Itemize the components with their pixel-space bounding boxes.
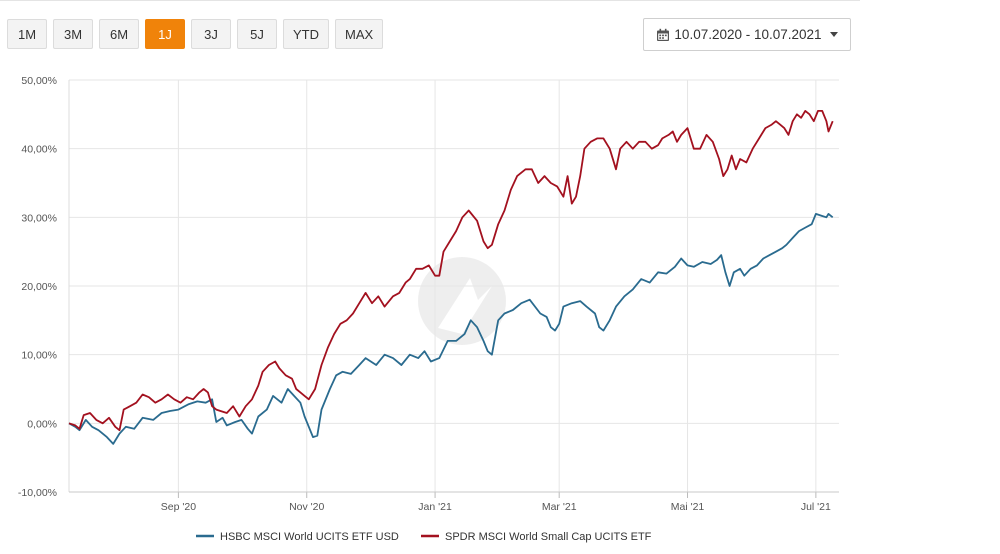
range-button-3m[interactable]: 3M [53, 19, 93, 49]
y-tick-label: 20,00% [21, 281, 57, 293]
caret-down-icon [829, 32, 838, 37]
x-tick-label: Sep '20 [161, 501, 196, 513]
series-line-spdr [68, 110, 834, 432]
y-tick-label: 40,00% [21, 144, 57, 156]
y-tick-label: 50,00% [21, 75, 57, 87]
x-tick-label: Jan '21 [418, 501, 452, 513]
date-range-label: 10.07.2020 - 10.07.2021 [674, 27, 822, 42]
y-tick-label: -10,00% [18, 487, 57, 499]
range-selector: 1M 3M 6M 1J 3J 5J YTD MAX [7, 19, 384, 49]
x-tick-label: Mai '21 [671, 501, 705, 513]
x-tick-label: Nov '20 [289, 501, 324, 513]
x-tick-label: Jul '21 [801, 501, 831, 513]
y-tick-label: 30,00% [21, 212, 57, 224]
range-button-1j[interactable]: 1J [145, 19, 185, 49]
top-divider [0, 0, 860, 1]
range-button-3j[interactable]: 3J [191, 19, 231, 49]
legend-label: SPDR MSCI World Small Cap UCITS ETF [445, 531, 652, 543]
watermark [418, 257, 506, 345]
range-button-1m[interactable]: 1M [7, 19, 47, 49]
date-range-picker[interactable]: 10.07.2020 - 10.07.2021 [643, 18, 851, 51]
range-button-6m[interactable]: 6M [99, 19, 139, 49]
calendar-icon [657, 28, 670, 41]
series-line-hsbc [68, 213, 834, 445]
y-tick-label: 0,00% [27, 418, 57, 430]
legend-label: HSBC MSCI World UCITS ETF USD [220, 531, 399, 543]
range-button-ytd[interactable]: YTD [283, 19, 329, 49]
range-button-5j[interactable]: 5J [237, 19, 277, 49]
y-tick-label: 10,00% [21, 350, 57, 362]
x-tick-label: Mar '21 [542, 501, 577, 513]
range-button-max[interactable]: MAX [335, 19, 384, 49]
